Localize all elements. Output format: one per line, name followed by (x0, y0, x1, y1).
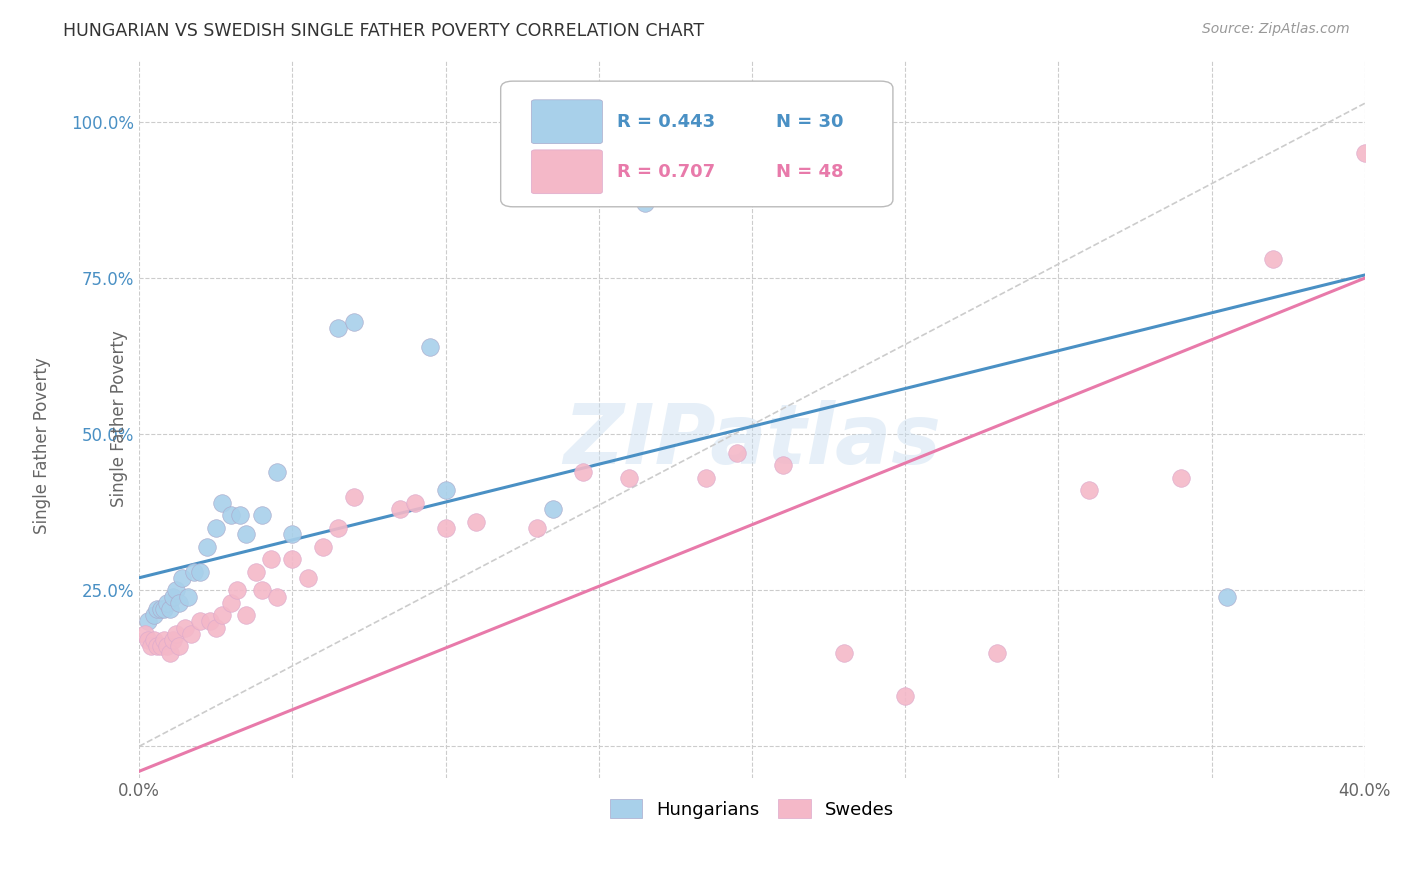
Point (619, 471, 641, 485)
Point (250, 508, 273, 523)
Point (190, 615, 212, 629)
Point (465, 515, 488, 529)
Point (204, 521, 226, 535)
Point (328, 321, 350, 335)
Point (174, 621, 197, 635)
Point (190, 565, 212, 579)
Text: HUNGARIAN VS SWEDISH SINGLE FATHER POVERTY CORRELATION CHART: HUNGARIAN VS SWEDISH SINGLE FATHER POVER… (63, 22, 704, 40)
Point (198, 615, 221, 629)
Text: R = 0.707: R = 0.707 (617, 162, 716, 181)
Point (1354, 146, 1376, 161)
Point (388, 502, 411, 516)
Point (266, 465, 288, 479)
Point (162, 633, 184, 648)
Point (204, 621, 226, 635)
Point (219, 596, 242, 610)
Point (229, 508, 252, 523)
Y-axis label: Single Father Poverty: Single Father Poverty (110, 330, 128, 507)
Point (297, 571, 319, 585)
Point (143, 633, 166, 648)
Point (328, 521, 350, 535)
Point (159, 646, 181, 660)
Point (1078, 483, 1101, 498)
Point (167, 596, 190, 610)
Point (134, 627, 156, 641)
Point (434, 521, 457, 535)
Point (342, 315, 364, 329)
Point (170, 571, 193, 585)
Point (1216, 590, 1239, 604)
Text: Source: ZipAtlas.com: Source: ZipAtlas.com (1202, 22, 1350, 37)
Point (281, 552, 304, 566)
Point (260, 552, 283, 566)
Point (725, 446, 748, 460)
Point (1261, 252, 1284, 267)
Point (235, 527, 257, 541)
Point (162, 590, 184, 604)
Text: R = 0.443: R = 0.443 (617, 112, 716, 131)
Text: Single Father Poverty: Single Father Poverty (34, 358, 51, 534)
FancyBboxPatch shape (501, 81, 893, 207)
Point (404, 496, 426, 510)
FancyBboxPatch shape (531, 100, 602, 144)
Point (149, 602, 172, 616)
Point (1170, 471, 1192, 485)
Point (165, 583, 187, 598)
Point (183, 565, 205, 579)
Point (342, 490, 364, 504)
Point (195, 540, 218, 554)
Point (141, 640, 163, 654)
Text: N = 30: N = 30 (776, 112, 844, 131)
Point (152, 602, 174, 616)
Point (156, 640, 179, 654)
Point (226, 583, 249, 598)
Point (219, 508, 242, 523)
Point (146, 602, 169, 616)
Point (211, 496, 233, 510)
Point (165, 627, 187, 641)
Point (149, 640, 172, 654)
Point (136, 615, 159, 629)
Point (572, 465, 595, 479)
Point (434, 483, 457, 498)
Point (772, 458, 794, 473)
Point (541, 502, 564, 516)
FancyBboxPatch shape (531, 150, 602, 194)
Text: N = 48: N = 48 (776, 162, 844, 181)
Point (281, 527, 304, 541)
Point (211, 608, 233, 623)
Point (167, 640, 190, 654)
Point (143, 608, 166, 623)
Point (235, 608, 257, 623)
Point (250, 583, 273, 598)
Point (986, 646, 1008, 660)
Point (156, 596, 179, 610)
Point (266, 590, 288, 604)
Point (526, 521, 548, 535)
Point (152, 633, 174, 648)
Point (159, 602, 181, 616)
Point (832, 646, 855, 660)
Legend: Hungarians, Swedes: Hungarians, Swedes (603, 792, 901, 826)
Point (180, 627, 202, 641)
Point (245, 565, 267, 579)
Point (894, 690, 917, 704)
Point (177, 590, 200, 604)
Point (419, 340, 441, 354)
Point (136, 633, 159, 648)
Point (146, 640, 169, 654)
Text: ZIPatlas: ZIPatlas (562, 400, 941, 481)
Point (634, 196, 657, 211)
Point (695, 471, 717, 485)
Point (312, 540, 335, 554)
